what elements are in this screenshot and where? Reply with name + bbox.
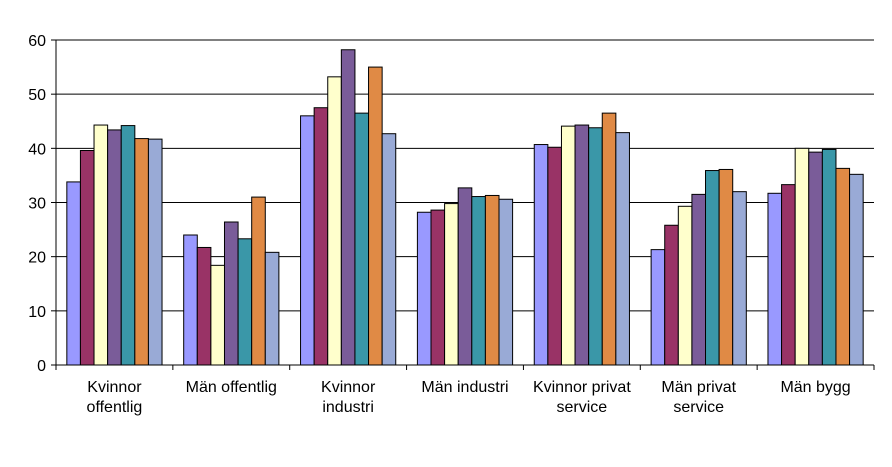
bar xyxy=(340,49,356,366)
x-category-label: Kvinnor privat xyxy=(533,379,631,396)
x-category-label: service xyxy=(557,399,608,416)
bar xyxy=(547,146,562,366)
bar xyxy=(471,196,486,366)
bar xyxy=(732,191,747,366)
bar xyxy=(498,198,514,366)
bar xyxy=(808,151,823,366)
bar xyxy=(300,115,315,366)
bar xyxy=(849,173,864,366)
y-tick-label: 50 xyxy=(28,87,46,104)
bar xyxy=(430,209,446,366)
bar xyxy=(560,125,576,366)
bar xyxy=(107,129,122,366)
bar xyxy=(264,251,280,366)
bar xyxy=(444,203,459,366)
bar xyxy=(574,124,590,366)
bar xyxy=(147,138,163,366)
y-tick-label: 0 xyxy=(37,358,46,375)
x-category-label: industri xyxy=(322,399,374,416)
bar xyxy=(251,196,266,366)
x-category-label: Män bygg xyxy=(780,379,850,396)
bar xyxy=(134,138,149,366)
x-category-labels: Kvinnor offentlig Män offentlig Kvinnor indu… xyxy=(87,379,851,416)
x-category-label: Kvinnor xyxy=(87,379,142,396)
bar xyxy=(183,234,198,366)
bar xyxy=(821,148,837,366)
bar xyxy=(718,168,734,366)
bar xyxy=(677,205,693,366)
bar xyxy=(664,224,679,366)
bar xyxy=(588,127,603,366)
y-tick-label: 30 xyxy=(28,196,46,213)
bar xyxy=(79,150,95,366)
y-tick-label: 10 xyxy=(28,304,46,321)
x-category-label: Män industri xyxy=(421,379,508,396)
x-category-label: Män privat xyxy=(661,379,736,396)
bar xyxy=(237,238,253,366)
y-tick-label: 20 xyxy=(28,250,46,267)
bar xyxy=(705,170,720,366)
bar xyxy=(196,246,212,366)
bar xyxy=(767,192,783,366)
bar xyxy=(327,76,342,366)
bars xyxy=(66,49,864,366)
bar xyxy=(615,132,630,366)
bar xyxy=(650,249,666,366)
bar xyxy=(794,147,810,366)
bar xyxy=(381,133,397,366)
bar xyxy=(484,194,500,366)
x-category-label: offentlig xyxy=(87,399,143,416)
bar xyxy=(533,144,549,366)
bar xyxy=(66,181,81,366)
bar xyxy=(601,112,617,366)
bar xyxy=(223,221,239,366)
bar xyxy=(93,124,109,366)
bar xyxy=(210,264,225,366)
bar xyxy=(354,112,370,366)
x-category-label: service xyxy=(673,399,724,416)
bar xyxy=(691,193,707,366)
bar xyxy=(313,107,329,366)
bar xyxy=(781,184,796,366)
bar xyxy=(368,66,383,366)
bar xyxy=(835,167,851,366)
x-category-label: Kvinnor xyxy=(321,379,376,396)
axes xyxy=(51,39,875,370)
bar xyxy=(416,211,432,366)
x-category-label: Män offentlig xyxy=(186,379,277,396)
bar xyxy=(120,125,136,366)
y-tick-label: 40 xyxy=(28,141,46,158)
y-tick-labels: 0 10 20 30 40 50 60 xyxy=(28,33,46,375)
y-tick-label: 60 xyxy=(28,33,46,50)
bar xyxy=(457,187,473,366)
